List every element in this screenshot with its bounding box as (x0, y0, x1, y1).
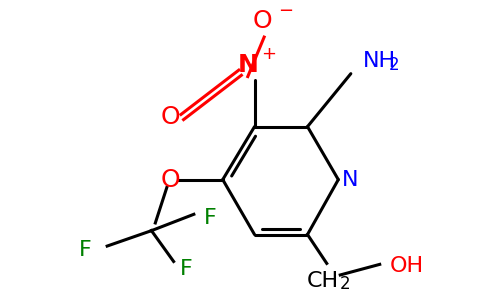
Text: F: F (79, 240, 92, 260)
Text: F: F (203, 208, 216, 228)
Text: OH: OH (389, 256, 424, 276)
Text: −: − (278, 2, 293, 20)
Text: 2: 2 (340, 275, 351, 293)
Text: +: + (261, 45, 276, 63)
Text: O: O (161, 168, 181, 192)
Text: N: N (342, 169, 359, 190)
Text: CH: CH (307, 271, 339, 291)
Text: NH: NH (363, 51, 396, 71)
Text: O: O (253, 9, 272, 33)
Text: 2: 2 (388, 56, 399, 74)
Text: F: F (180, 259, 192, 279)
Text: O: O (161, 105, 181, 129)
Text: N: N (237, 52, 258, 76)
